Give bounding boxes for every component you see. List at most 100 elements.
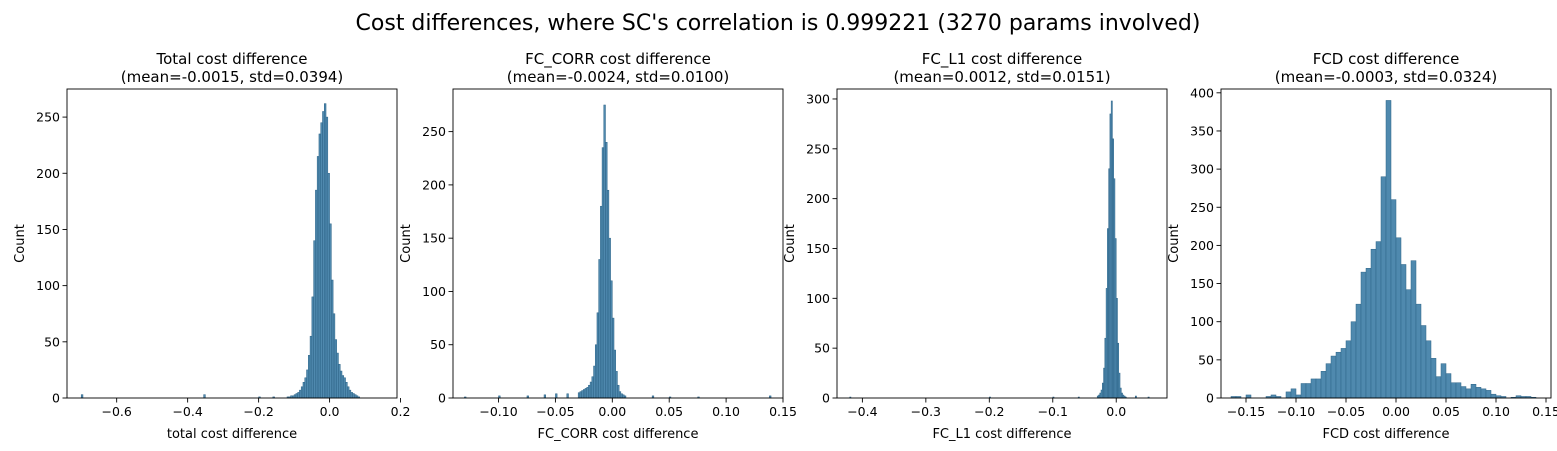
- histogram-bar: [325, 116, 329, 399]
- y-axis-label: Count: [783, 224, 798, 263]
- y-tick-label: 0: [52, 391, 60, 406]
- x-tick-label: 0.2: [391, 404, 411, 419]
- histogram-bar: [1320, 371, 1327, 399]
- histogram-bar: [295, 393, 298, 399]
- histogram-bar: [1450, 382, 1457, 399]
- x-tick-label: −0.6: [101, 404, 131, 419]
- y-tick-label: 350: [1190, 123, 1214, 138]
- panel-title: FCD cost difference: [1313, 50, 1460, 68]
- histogram-bar: [316, 156, 320, 399]
- histogram-bar: [589, 381, 593, 399]
- histogram-bar: [354, 394, 357, 399]
- histogram-bar: [338, 364, 341, 399]
- histogram-bar: [322, 111, 325, 399]
- histogram-bar: [1295, 394, 1302, 399]
- x-tick-label: −0.10: [1277, 404, 1315, 419]
- panel-title: FC_CORR cost difference: [525, 50, 711, 69]
- histogram-bar: [1330, 355, 1337, 399]
- histogram-bar: [1420, 325, 1427, 399]
- histogram-bar: [302, 382, 305, 399]
- histogram-bar: [293, 394, 297, 399]
- histogram-bar: [615, 371, 618, 399]
- histogram-bar: [618, 391, 622, 399]
- histogram-bar: [543, 394, 546, 399]
- histogram-bar: [329, 223, 332, 399]
- histogram-bar: [334, 339, 337, 399]
- histogram-bar: [347, 386, 350, 399]
- histogram-bar: [1485, 390, 1492, 399]
- x-tick-label: −0.15: [1227, 404, 1265, 419]
- x-tick-label: −0.05: [536, 404, 574, 419]
- histogram-bar: [1470, 384, 1477, 399]
- histogram-bar: [299, 389, 302, 399]
- histogram-bar: [1475, 387, 1482, 399]
- x-axis-label: FCD cost difference: [1322, 427, 1449, 442]
- histogram-bar: [1425, 340, 1432, 399]
- x-tick-label: 0.0: [320, 404, 340, 419]
- histogram-bar: [1290, 388, 1297, 399]
- x-axis-label: total cost difference: [167, 427, 297, 442]
- histogram-bar: [311, 296, 314, 399]
- x-tick-label: 0.00: [598, 404, 626, 419]
- x-tick-label: 0.05: [1432, 404, 1460, 419]
- x-tick-label: 0.00: [1382, 404, 1410, 419]
- y-tick-label: 200: [1190, 238, 1214, 253]
- histogram-bar: [605, 142, 608, 399]
- axes-frame: [1220, 88, 1552, 399]
- histogram-bar: [1340, 348, 1347, 399]
- histogram-bar: [617, 384, 620, 399]
- histogram-bar: [1445, 373, 1452, 399]
- axes-frame: [836, 88, 1168, 399]
- histogram-bar: [1270, 394, 1277, 399]
- histogram-bar: [1460, 386, 1467, 399]
- histogram-bar: [606, 189, 610, 399]
- histogram-bar: [622, 394, 625, 399]
- histogram-bar: [555, 393, 558, 399]
- histogram-bar: [300, 386, 304, 399]
- histogram-panel: FC_L1 cost difference(mean=0.0012, std=0…: [783, 50, 1168, 442]
- y-tick-label: 250: [1190, 200, 1214, 215]
- histogram-bar: [596, 312, 599, 399]
- y-tick-label: 250: [806, 141, 830, 156]
- x-tick-label: −0.4: [847, 404, 877, 419]
- histogram-bar: [350, 392, 353, 399]
- histogram-bar: [203, 394, 206, 399]
- histogram-bar: [591, 376, 594, 399]
- panel-subtitle: (mean=-0.0024, std=0.0100): [507, 68, 730, 86]
- histogram-bar: [1315, 378, 1322, 399]
- histogram-bar: [1350, 321, 1357, 399]
- histogram-bar: [1365, 268, 1372, 399]
- histogram-bar: [1490, 393, 1497, 399]
- histogram-bar: [352, 393, 355, 399]
- histogram-bar: [1375, 241, 1382, 399]
- histogram-bar: [566, 393, 569, 399]
- y-tick-label: 100: [806, 291, 830, 306]
- y-tick-label: 200: [806, 191, 830, 206]
- panel-title: Total cost difference: [156, 50, 308, 68]
- y-tick-label: 200: [36, 166, 60, 181]
- histogram-bar: [1360, 271, 1367, 399]
- histogram-bar: [1355, 303, 1362, 399]
- histogram-bar: [341, 375, 345, 399]
- histogram-bar: [306, 369, 309, 399]
- histogram-bar: [339, 370, 343, 399]
- x-tick-label: −0.2: [243, 404, 273, 419]
- histogram-bar: [80, 394, 84, 399]
- histogram-panel: FCD cost difference(mean=-0.0003, std=0.…: [1167, 50, 1557, 442]
- x-tick-label: −0.2: [974, 404, 1004, 419]
- x-tick-label: −0.3: [911, 404, 941, 419]
- histogram-bar: [1400, 264, 1407, 399]
- histogram-bars: [849, 100, 1150, 399]
- histogram-bar: [612, 317, 615, 399]
- histogram-panel: Total cost difference(mean=-0.0015, std=…: [13, 50, 410, 442]
- histogram-bar: [1415, 303, 1422, 399]
- y-tick-label: 100: [1190, 314, 1214, 329]
- y-tick-label: 50: [814, 341, 830, 356]
- histogram-bar: [1410, 260, 1417, 399]
- histogram-bar: [601, 147, 605, 399]
- x-tick-label: 0.15: [769, 404, 797, 419]
- axes-frame: [66, 88, 398, 399]
- histogram-bar: [1390, 199, 1397, 399]
- y-tick-label: 150: [806, 241, 830, 256]
- histogram-bar: [586, 387, 589, 399]
